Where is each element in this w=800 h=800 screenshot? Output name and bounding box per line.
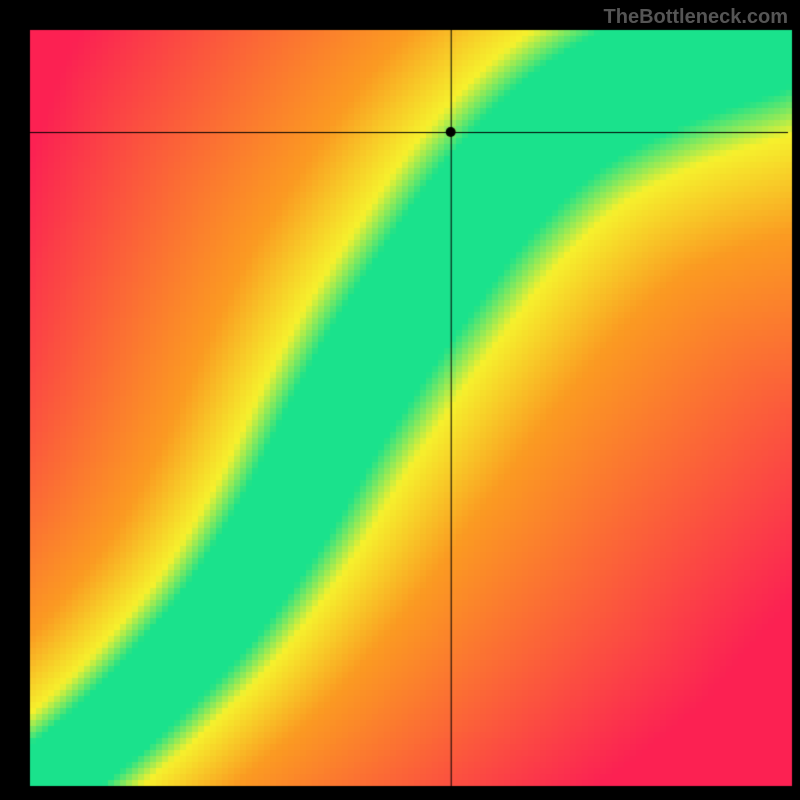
watermark-text: TheBottleneck.com bbox=[604, 6, 788, 29]
chart-container: TheBottleneck.com bbox=[0, 0, 800, 800]
heatmap-canvas bbox=[0, 0, 800, 800]
